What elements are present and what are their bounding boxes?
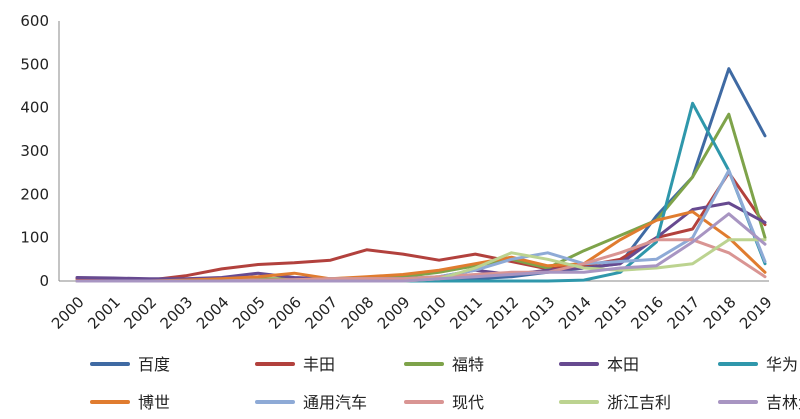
y-tick-label: 100 bbox=[20, 229, 49, 247]
x-tick-label: 2000 bbox=[48, 293, 88, 333]
x-tick-label: 2016 bbox=[627, 293, 667, 333]
y-tick-label: 300 bbox=[20, 142, 49, 160]
x-tick-label: 2010 bbox=[410, 293, 450, 333]
x-tick-label: 2006 bbox=[265, 293, 305, 333]
x-tick-label: 2013 bbox=[519, 293, 559, 333]
x-tick-label: 2011 bbox=[446, 293, 486, 333]
x-tick-label: 2018 bbox=[700, 293, 740, 333]
legend-label: 丰田 bbox=[303, 355, 335, 374]
x-tick-label: 2003 bbox=[157, 293, 197, 333]
series-line-1 bbox=[75, 67, 767, 283]
x-tick-label: 2017 bbox=[664, 293, 704, 333]
y-tick-label: 400 bbox=[20, 99, 49, 117]
x-tick-label: 2014 bbox=[555, 293, 595, 333]
x-tick-label: 2012 bbox=[483, 293, 523, 333]
legend-label: 浙江吉利 bbox=[607, 393, 671, 412]
x-tick-label: 2009 bbox=[374, 293, 414, 333]
legend-label: 现代 bbox=[452, 393, 484, 412]
legend-label: 吉林大学 bbox=[766, 393, 800, 412]
x-tick-label: 2001 bbox=[84, 293, 124, 333]
x-tick-label: 2002 bbox=[120, 293, 160, 333]
y-axis: 0 100 200 300 400 500 600 bbox=[20, 12, 49, 290]
series-line-10 bbox=[75, 212, 767, 283]
axes bbox=[58, 21, 769, 282]
x-tick-label: 2015 bbox=[591, 293, 631, 333]
x-axis: 2000200120022003200420052006200720082009… bbox=[48, 293, 776, 333]
y-tick-label: 600 bbox=[20, 12, 49, 30]
y-tick-label: 0 bbox=[39, 272, 49, 290]
legend-label: 通用汽车 bbox=[303, 393, 367, 412]
legend-label: 福特 bbox=[452, 355, 484, 374]
legend-label: 本田 bbox=[607, 355, 639, 374]
x-tick-label: 2005 bbox=[229, 293, 269, 333]
legend-label: 华为 bbox=[766, 355, 798, 374]
y-tick-label: 500 bbox=[20, 55, 49, 73]
x-tick-label: 2019 bbox=[736, 293, 776, 333]
series-lines bbox=[75, 67, 767, 283]
y-tick-label: 200 bbox=[20, 185, 49, 203]
legend-label: 百度 bbox=[138, 355, 170, 374]
x-tick-label: 2008 bbox=[338, 293, 378, 333]
x-tick-label: 2004 bbox=[193, 293, 233, 333]
x-tick-label: 2007 bbox=[301, 293, 341, 333]
legend-label: 博世 bbox=[138, 393, 170, 412]
